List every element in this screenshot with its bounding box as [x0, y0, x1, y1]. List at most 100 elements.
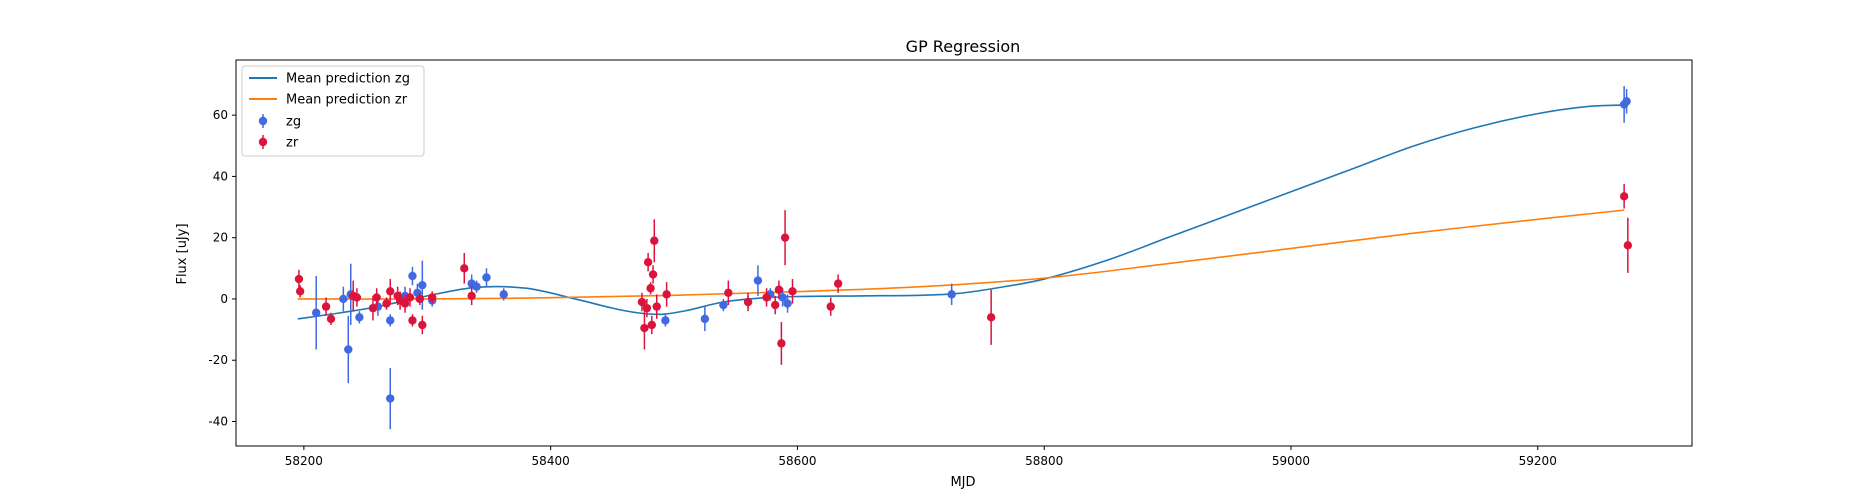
- data-point-zr: [353, 288, 361, 306]
- marker-zr: [295, 275, 303, 283]
- marker-zr: [369, 304, 377, 312]
- marker-zr: [834, 279, 842, 287]
- marker-zg: [472, 282, 480, 290]
- marker-zr: [744, 298, 752, 306]
- marker-zg: [1622, 97, 1630, 105]
- marker-zg: [355, 313, 363, 321]
- marker-zr: [644, 258, 652, 266]
- legend-label: Mean prediction zg: [286, 72, 410, 87]
- marker-zr: [1624, 241, 1632, 249]
- data-point-zr: [408, 314, 416, 326]
- marker-zr: [353, 293, 361, 301]
- y-tick-label: 60: [213, 108, 228, 122]
- marker-zr: [771, 301, 779, 309]
- marker-zr: [640, 324, 648, 332]
- marker-zr: [382, 299, 390, 307]
- data-point-zr: [771, 296, 779, 314]
- data-point-zg: [386, 314, 394, 326]
- marker-zr: [643, 304, 651, 312]
- marker-zr: [327, 315, 335, 323]
- marker-zr: [406, 293, 414, 301]
- data-point-zr: [662, 282, 670, 307]
- marker-zr: [386, 287, 394, 295]
- marker-zg: [661, 316, 669, 324]
- observation-points: [295, 86, 1632, 429]
- data-point-zg: [355, 311, 363, 323]
- y-tick-label: 40: [213, 169, 228, 183]
- y-tick-label: 20: [213, 231, 228, 245]
- data-point-zr: [646, 282, 654, 294]
- x-tick-label: 58800: [1025, 454, 1063, 468]
- marker-zg: [386, 394, 394, 402]
- x-axis-ticks: 58200 58400 58600 58800 59000 59200: [285, 446, 1557, 468]
- marker-zr: [408, 316, 416, 324]
- data-point-zg: [661, 314, 669, 326]
- data-point-zg: [312, 276, 320, 350]
- data-point-zg: [947, 284, 955, 305]
- data-point-zr: [460, 253, 468, 284]
- legend-marker-swatch: [259, 138, 267, 146]
- marker-zr: [775, 286, 783, 294]
- data-point-zr: [744, 293, 752, 311]
- marker-zg: [947, 290, 955, 298]
- data-point-zr: [644, 253, 652, 271]
- marker-zg: [500, 290, 508, 298]
- marker-zg: [408, 272, 416, 280]
- legend-label: zg: [286, 115, 301, 130]
- marker-zr: [788, 287, 796, 295]
- legend-label: zr: [286, 136, 299, 151]
- marker-zr: [650, 237, 658, 245]
- data-point-zr: [322, 297, 330, 315]
- marker-zg: [339, 295, 347, 303]
- data-point-zg: [344, 316, 352, 383]
- data-point-zg: [482, 268, 490, 286]
- marker-zr: [1620, 192, 1628, 200]
- marker-zr: [372, 293, 380, 301]
- marker-zr: [653, 302, 661, 310]
- marker-zg: [386, 316, 394, 324]
- marker-zr: [649, 270, 657, 278]
- data-point-zr: [827, 297, 835, 315]
- y-axis-ticks: -40-200204060: [208, 108, 236, 428]
- line-mean-prediction-zr: [298, 210, 1624, 299]
- plot-data: [295, 86, 1632, 429]
- marker-zr: [646, 284, 654, 292]
- marker-zr: [416, 295, 424, 303]
- data-point-zr: [777, 322, 785, 365]
- marker-zr: [460, 264, 468, 272]
- marker-zg: [418, 281, 426, 289]
- x-tick-label: 58600: [778, 454, 816, 468]
- legend-marker-swatch: [259, 117, 267, 125]
- legend-label: Mean prediction zr: [286, 93, 408, 108]
- data-point-zg: [386, 368, 394, 429]
- legend: Mean prediction zg Mean prediction zr zg zr: [242, 66, 424, 156]
- marker-zr: [418, 321, 426, 329]
- line-mean-prediction-zg: [298, 105, 1624, 319]
- data-point-zr: [296, 285, 304, 297]
- marker-zg: [701, 315, 709, 323]
- marker-zg: [344, 345, 352, 353]
- data-point-zg: [701, 307, 709, 332]
- y-axis-label: Flux [uJy]: [175, 223, 190, 284]
- data-point-zr: [649, 265, 657, 283]
- chart-title: GP Regression: [906, 37, 1021, 56]
- marker-zr: [987, 313, 995, 321]
- marker-zr: [781, 233, 789, 241]
- marker-zr: [762, 293, 770, 301]
- data-point-zr: [1624, 218, 1632, 273]
- x-tick-label: 58200: [285, 454, 323, 468]
- data-point-zg: [408, 267, 416, 285]
- data-point-zg: [754, 265, 762, 296]
- y-tick-label: -20: [208, 353, 228, 367]
- data-point-zr: [653, 294, 661, 319]
- data-point-zg: [339, 287, 347, 312]
- marker-zg: [482, 273, 490, 281]
- marker-zr: [662, 290, 670, 298]
- data-point-zr: [1620, 184, 1628, 209]
- data-point-zr: [418, 316, 426, 334]
- data-point-zr: [295, 270, 303, 288]
- data-point-zr: [781, 210, 789, 265]
- marker-zg: [754, 276, 762, 284]
- x-axis-label: MJD: [950, 475, 975, 490]
